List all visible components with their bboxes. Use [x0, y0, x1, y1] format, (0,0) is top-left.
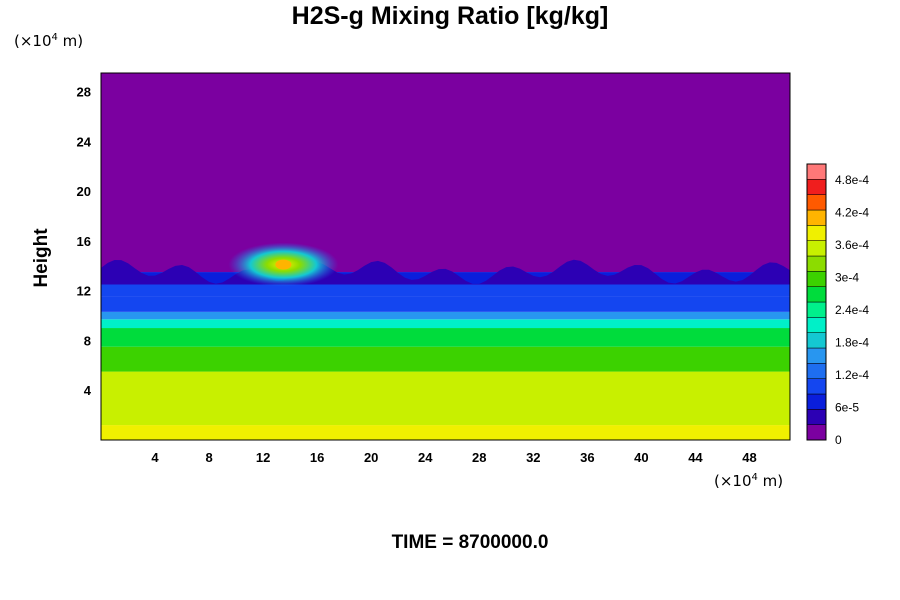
field-layer-3: [101, 328, 790, 347]
colorbar-segment: [806, 163, 827, 180]
colorbar-frame: [806, 163, 827, 441]
y-axis: 4 8 12 16 20 24 28: [77, 85, 92, 399]
x-tick-label: 44: [688, 450, 703, 465]
x-tick-label: 32: [526, 450, 540, 465]
y-axis-unit-label: (×104 m): [14, 32, 84, 50]
y-tick-label: 16: [77, 234, 91, 249]
colorbar-segment: [806, 409, 827, 425]
chart-title: H2S-g Mixing Ratio [kg/kg]: [291, 2, 609, 30]
y-tick-label: 24: [77, 134, 92, 149]
x-tick-label: 16: [310, 450, 324, 465]
plume-max: [275, 259, 292, 270]
colorbar-segment: [806, 225, 827, 241]
x-axis: 4 8 12 16 20 24 28 32 36 40 44 48: [151, 450, 756, 465]
colorbar-segment: [806, 332, 827, 349]
colorbar: 0 6e-5 1.2e-4 1.8e-4 2.4e-4 3e-4 3.6e-4 4.2e-4 4…: [806, 163, 869, 447]
colorbar-segment: [806, 424, 827, 441]
colorbar-segment: [806, 301, 827, 318]
y-tick-label: 12: [77, 284, 91, 299]
colorbar-segment: [806, 240, 827, 257]
colorbar-tick-label: 4.2e-4: [835, 206, 869, 220]
colorbar-tick-label: 3.6e-4: [835, 238, 869, 252]
colorbar-segment: [806, 347, 827, 364]
colorbar-segment: [806, 271, 827, 287]
colorbar-segment: [806, 179, 827, 195]
upper-plume-edge: [101, 259, 790, 285]
x-axis-unit-label: (×104 m): [714, 472, 784, 490]
x-tick-label: 40: [634, 450, 648, 465]
x-tick-label: 4: [151, 450, 159, 465]
x-tick-label: 8: [205, 450, 212, 465]
colorbar-segment: [806, 317, 827, 333]
colorbar-tick-label: 6e-5: [835, 401, 859, 415]
colorbar-segment: [806, 378, 827, 395]
colorbar-tick-label: 1.8e-4: [835, 336, 869, 350]
field-layer-1: [101, 371, 790, 426]
colorbar-tick-label: 3e-4: [835, 271, 859, 285]
colorbar-tick-label: 4.8e-4: [835, 173, 869, 187]
colorbar-tick-label: 2.4e-4: [835, 303, 869, 317]
colorbar-tick-label: 1.2e-4: [835, 368, 869, 382]
colorbar-segment: [806, 255, 827, 272]
plot-frame: [100, 72, 791, 441]
field-layer-9: [101, 73, 790, 273]
field-layer-0: [101, 425, 790, 440]
y-tick-label: 28: [77, 85, 91, 100]
field-layer-2: [101, 346, 790, 372]
y-tick-label: 8: [84, 333, 91, 348]
x-tick-label: 48: [742, 450, 756, 465]
colorbar-segment: [806, 286, 827, 303]
x-tick-label: 24: [418, 450, 433, 465]
x-tick-label: 20: [364, 450, 378, 465]
x-tick-label: 12: [256, 450, 270, 465]
y-tick-label: 4: [84, 383, 92, 398]
field-layer-4: [101, 319, 790, 329]
colorbar-tick-label: 0: [835, 433, 842, 447]
colorbar-segment: [806, 194, 827, 211]
field-layer-6: [101, 296, 790, 312]
y-tick-label: 20: [77, 184, 91, 199]
plot-area: [101, 73, 790, 440]
field-layer-5: [101, 311, 790, 320]
time-label: TIME = 8700000.0: [391, 532, 549, 553]
x-tick-label: 36: [580, 450, 594, 465]
colorbar-segment: [806, 209, 827, 226]
x-tick-label: 28: [472, 450, 486, 465]
colorbar-segment: [806, 393, 827, 410]
colorbar-segment: [806, 363, 827, 379]
field-layer-7: [101, 284, 790, 297]
